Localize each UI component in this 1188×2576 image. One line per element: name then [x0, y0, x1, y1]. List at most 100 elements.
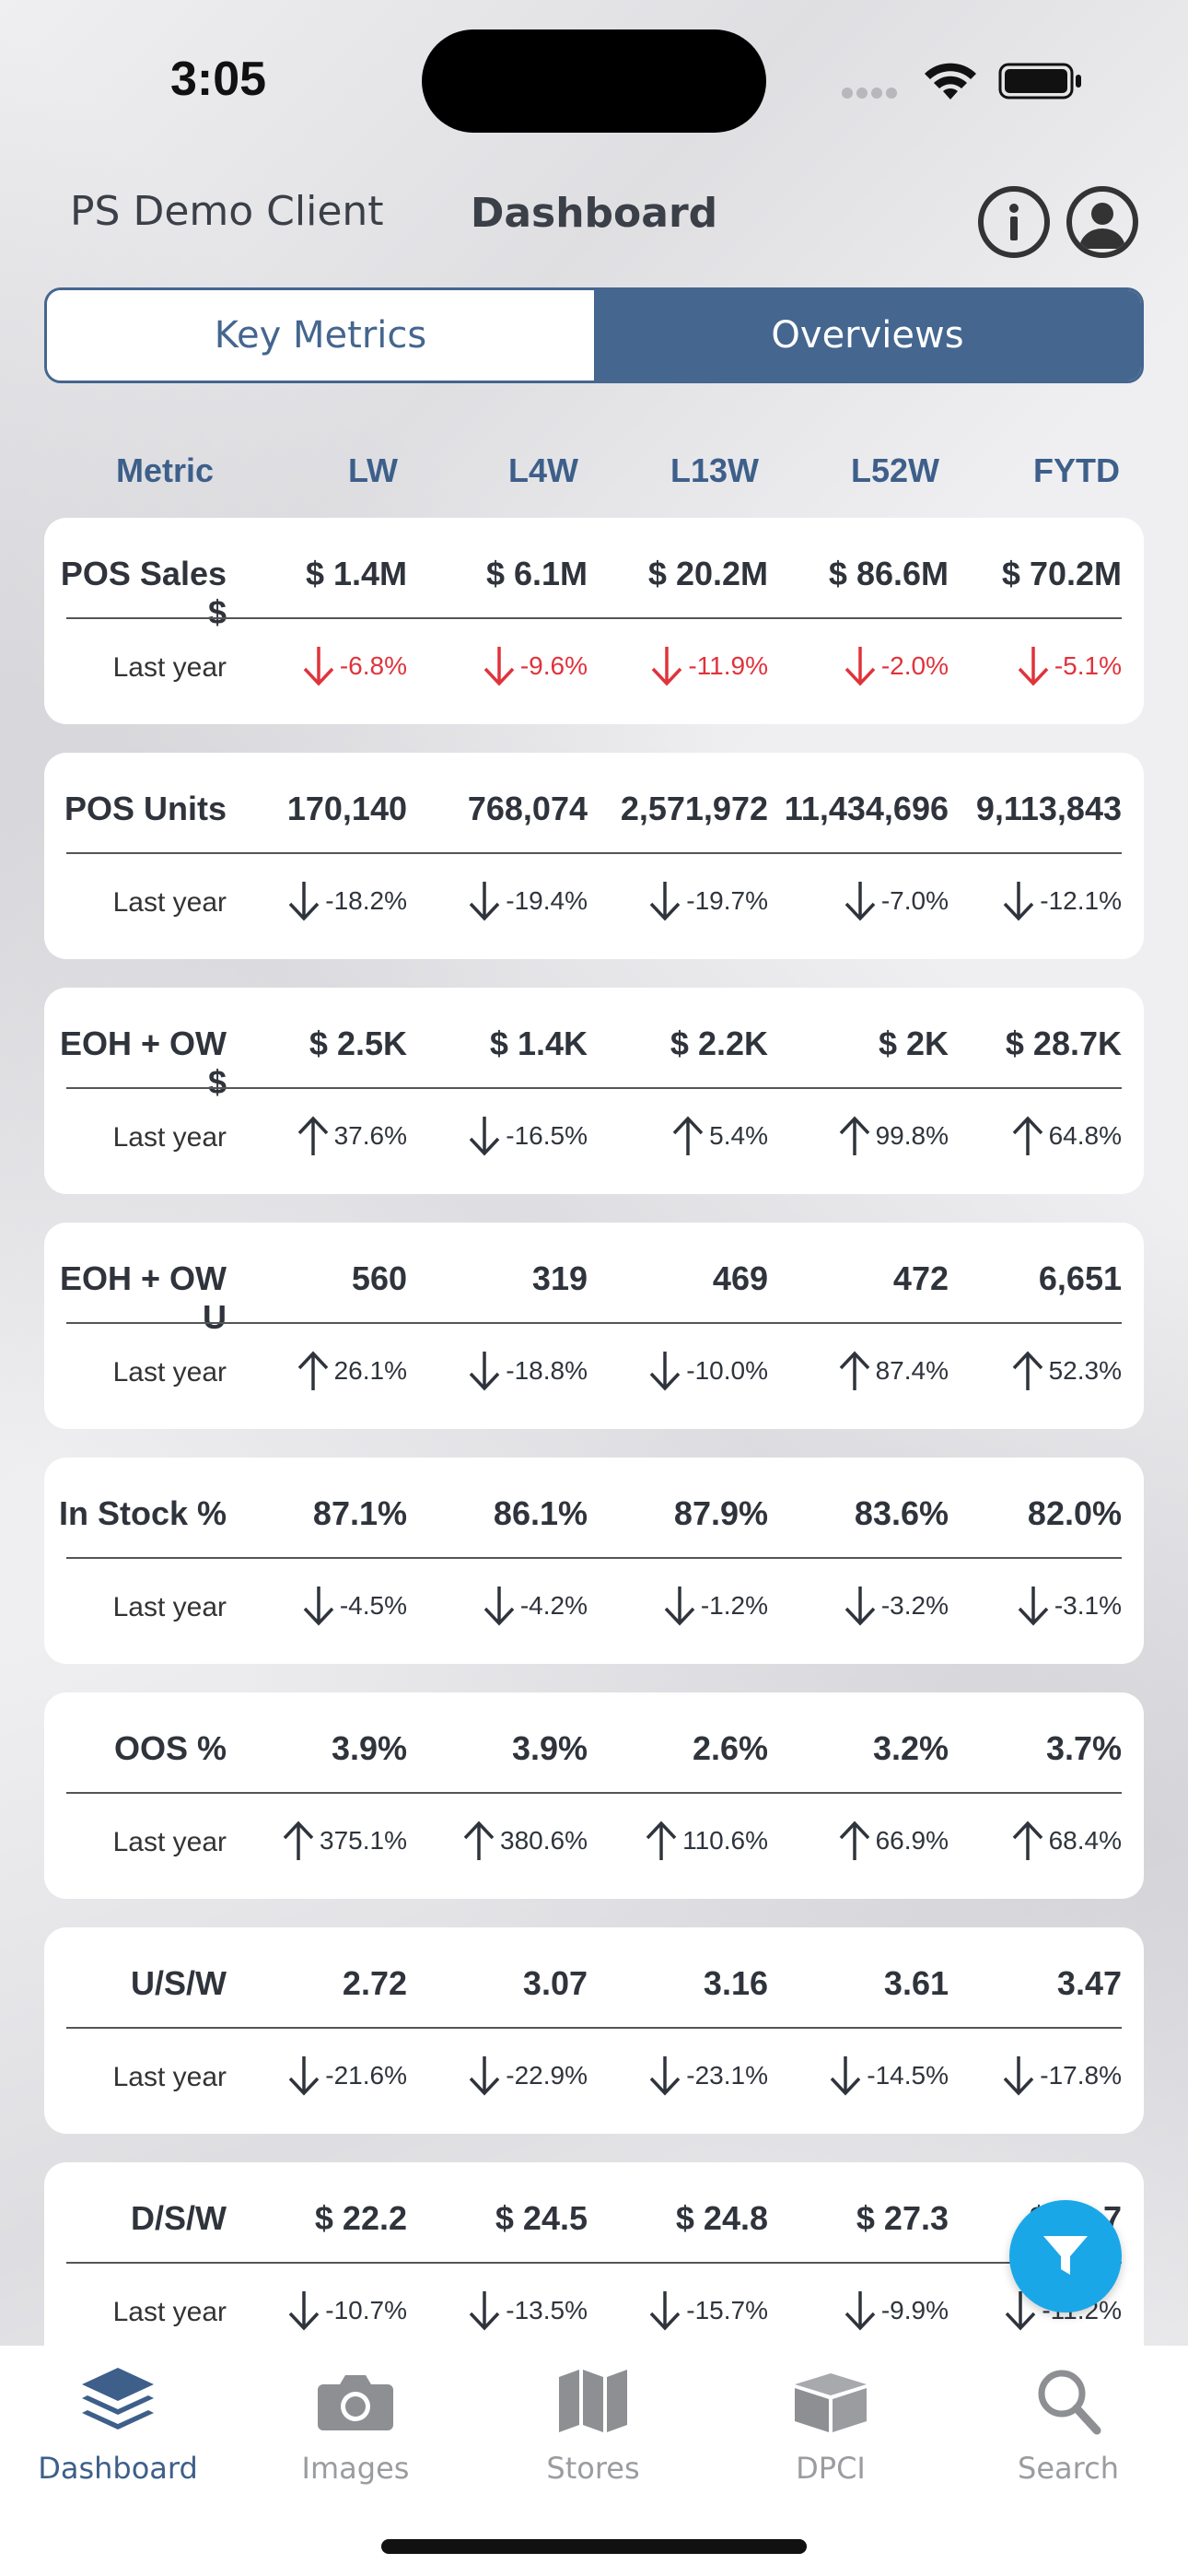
yoy-change-text: -21.6%: [325, 2061, 407, 2090]
metric-value: $ 2K: [878, 1025, 949, 1062]
yoy-change: 5.4%: [602, 1115, 768, 1157]
yoy-change-text: -6.8%: [339, 651, 407, 680]
yoy-change-text: -17.8%: [1040, 2061, 1122, 2090]
nav-dpci[interactable]: DPCI: [729, 2364, 932, 2486]
arrow-down-icon: [844, 647, 876, 686]
metric-value: 87.1%: [312, 1494, 407, 1532]
nav-label: Dashboard: [38, 2451, 198, 2486]
yoy-change-text: -18.2%: [325, 886, 407, 915]
metric-value: 768,074: [467, 790, 588, 827]
yoy-change-text: -7.0%: [880, 886, 949, 915]
yoy-change-text: -13.5%: [506, 2296, 588, 2324]
yoy-change: -5.1%: [956, 645, 1122, 687]
yoy-change: -6.8%: [241, 645, 407, 687]
metric-name: EOH + OW $: [59, 1025, 227, 1101]
metric-card[interactable]: EOH + OW U 560 319 469 472 6,651 Last year 26.1…: [44, 1223, 1144, 1429]
page-title: Dashboard: [470, 190, 718, 237]
arrow-down-icon: [470, 882, 500, 921]
column-header-l52w: L52W: [850, 451, 939, 489]
yoy-change: -10.7%: [241, 2289, 407, 2332]
client-name[interactable]: PS Demo Client: [70, 188, 384, 235]
arrow-down-icon: [483, 647, 515, 686]
nav-search[interactable]: Search: [967, 2364, 1170, 2486]
yoy-change-text: -3.1%: [1054, 1591, 1122, 1620]
nav-label: Images: [301, 2451, 410, 2486]
tab-key-metrics[interactable]: Key Metrics: [47, 290, 594, 381]
yoy-change-text: -16.5%: [506, 1121, 588, 1150]
app-header: PS Demo Client Dashboard: [0, 166, 1188, 276]
metric-card[interactable]: U/S/W 2.72 3.07 3.16 3.61 3.47 Last year -21.6%…: [44, 1927, 1144, 2134]
yoy-change: -1.2%: [602, 1585, 768, 1627]
nav-stores[interactable]: Stores: [492, 2364, 694, 2486]
yoy-change: -19.4%: [422, 880, 588, 922]
metric-card[interactable]: OOS % 3.9% 3.9% 2.6% 3.2% 3.7% Last year 375.1%…: [44, 1692, 1144, 1899]
yoy-change-text: 380.6%: [500, 1826, 588, 1855]
battery-icon: [998, 63, 1081, 100]
metric-card[interactable]: EOH + OW $ $ 2.5K $ 1.4K $ 2.2K $ 2K $ 28.7K L…: [44, 988, 1144, 1194]
metric-value: $ 6.1M: [485, 555, 588, 592]
yoy-change-text: -12.1%: [1040, 886, 1122, 915]
metric-value: 319: [531, 1259, 588, 1297]
info-icon: [1009, 204, 1019, 240]
metric-value: 83.6%: [854, 1494, 949, 1532]
arrow-down-icon: [1006, 2291, 1036, 2331]
metric-value: $ 2.5K: [309, 1025, 407, 1062]
filter-button[interactable]: [1009, 2200, 1122, 2313]
nav-label: Stores: [546, 2451, 640, 2486]
nav-label: DPCI: [796, 2451, 866, 2486]
metric-card[interactable]: D/S/W$ 22.2$ 24.5$ 24.8$ 27.3$ 25.7Last …: [44, 2162, 1144, 2369]
last-year-label: Last year: [112, 1827, 227, 1857]
yoy-change: -17.8%: [956, 2055, 1122, 2097]
yoy-change-text: -22.9%: [506, 2061, 588, 2090]
search-icon: [1038, 2370, 1101, 2435]
metric-name: D/S/W: [131, 2199, 227, 2237]
yoy-change-text: -4.2%: [519, 1591, 588, 1620]
yoy-change: -2.0%: [783, 645, 949, 687]
arrow-down-icon: [1018, 647, 1049, 686]
cellular-signal-icon: [842, 87, 906, 100]
column-header-l4w: L4W: [508, 451, 578, 489]
nav-dashboard[interactable]: Dashboard: [17, 2364, 219, 2486]
divider: [66, 1792, 1122, 1794]
metric-value: $ 1.4M: [305, 555, 407, 592]
yoy-change-text: 26.1%: [333, 1356, 407, 1385]
metric-value: 3.07: [522, 1964, 588, 2002]
last-year-label: Last year: [112, 1592, 227, 1622]
metric-card[interactable]: In Stock % 87.1% 86.1% 87.9% 83.6% 82.0% Last …: [44, 1458, 1144, 1664]
yoy-change-text: 52.3%: [1048, 1356, 1122, 1385]
arrow-down-icon: [483, 1587, 515, 1626]
yoy-change: -16.5%: [422, 1115, 588, 1157]
arrow-down-icon: [1018, 1587, 1049, 1626]
yoy-change-text: 375.1%: [320, 1826, 407, 1855]
box-icon: [795, 2373, 867, 2432]
metric-card[interactable]: POS Units 170,140 768,074 2,571,972 11,434,6…: [44, 753, 1144, 959]
yoy-change-text: -5.1%: [1054, 651, 1122, 680]
metric-value: 469: [712, 1259, 768, 1297]
tab-overviews[interactable]: Overviews: [594, 290, 1141, 381]
arrow-down-icon: [650, 1352, 681, 1391]
metric-value: 560: [351, 1259, 407, 1297]
metric-card[interactable]: POS Sales $ $ 1.4M $ 6.1M $ 20.2M $ 86.6M $ 7…: [44, 518, 1144, 724]
yoy-change: 87.4%: [783, 1350, 949, 1392]
metric-name: POS Sales $: [60, 555, 227, 631]
divider: [66, 1087, 1122, 1089]
arrow-up-icon: [297, 1351, 328, 1390]
nav-images[interactable]: Images: [254, 2364, 457, 2486]
yoy-change-text: 87.4%: [875, 1356, 949, 1385]
yoy-change-text: -9.6%: [519, 651, 588, 680]
yoy-change: 380.6%: [422, 1820, 588, 1862]
yoy-change: 64.8%: [956, 1115, 1122, 1157]
column-headers: Metric LW L4W L13W L52W FYTD: [44, 451, 1144, 507]
info-button[interactable]: [978, 186, 1050, 258]
metric-value: 11,434,696: [784, 790, 949, 827]
last-year-label: Last year: [112, 887, 227, 918]
arrow-up-icon: [839, 1821, 869, 1860]
yoy-change: -22.9%: [422, 2055, 588, 2097]
profile-button[interactable]: [1066, 186, 1138, 258]
metric-name: POS Units: [64, 790, 227, 827]
metric-name: EOH + OW U: [59, 1259, 227, 1336]
arrow-up-icon: [297, 1116, 328, 1155]
metric-value: $ 22.2: [314, 2199, 407, 2237]
metric-value: $ 20.2M: [647, 555, 768, 592]
yoy-change-text: -10.0%: [686, 1356, 768, 1385]
